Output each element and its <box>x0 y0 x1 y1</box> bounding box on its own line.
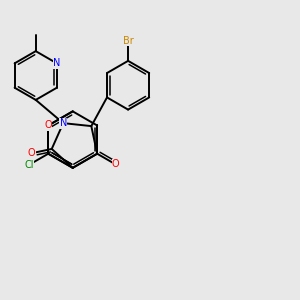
Text: O: O <box>44 121 52 130</box>
Text: O: O <box>112 159 119 170</box>
Text: N: N <box>59 118 67 128</box>
Text: Cl: Cl <box>24 160 34 170</box>
Text: N: N <box>53 58 61 68</box>
Text: Br: Br <box>123 36 134 46</box>
Text: O: O <box>28 148 35 158</box>
